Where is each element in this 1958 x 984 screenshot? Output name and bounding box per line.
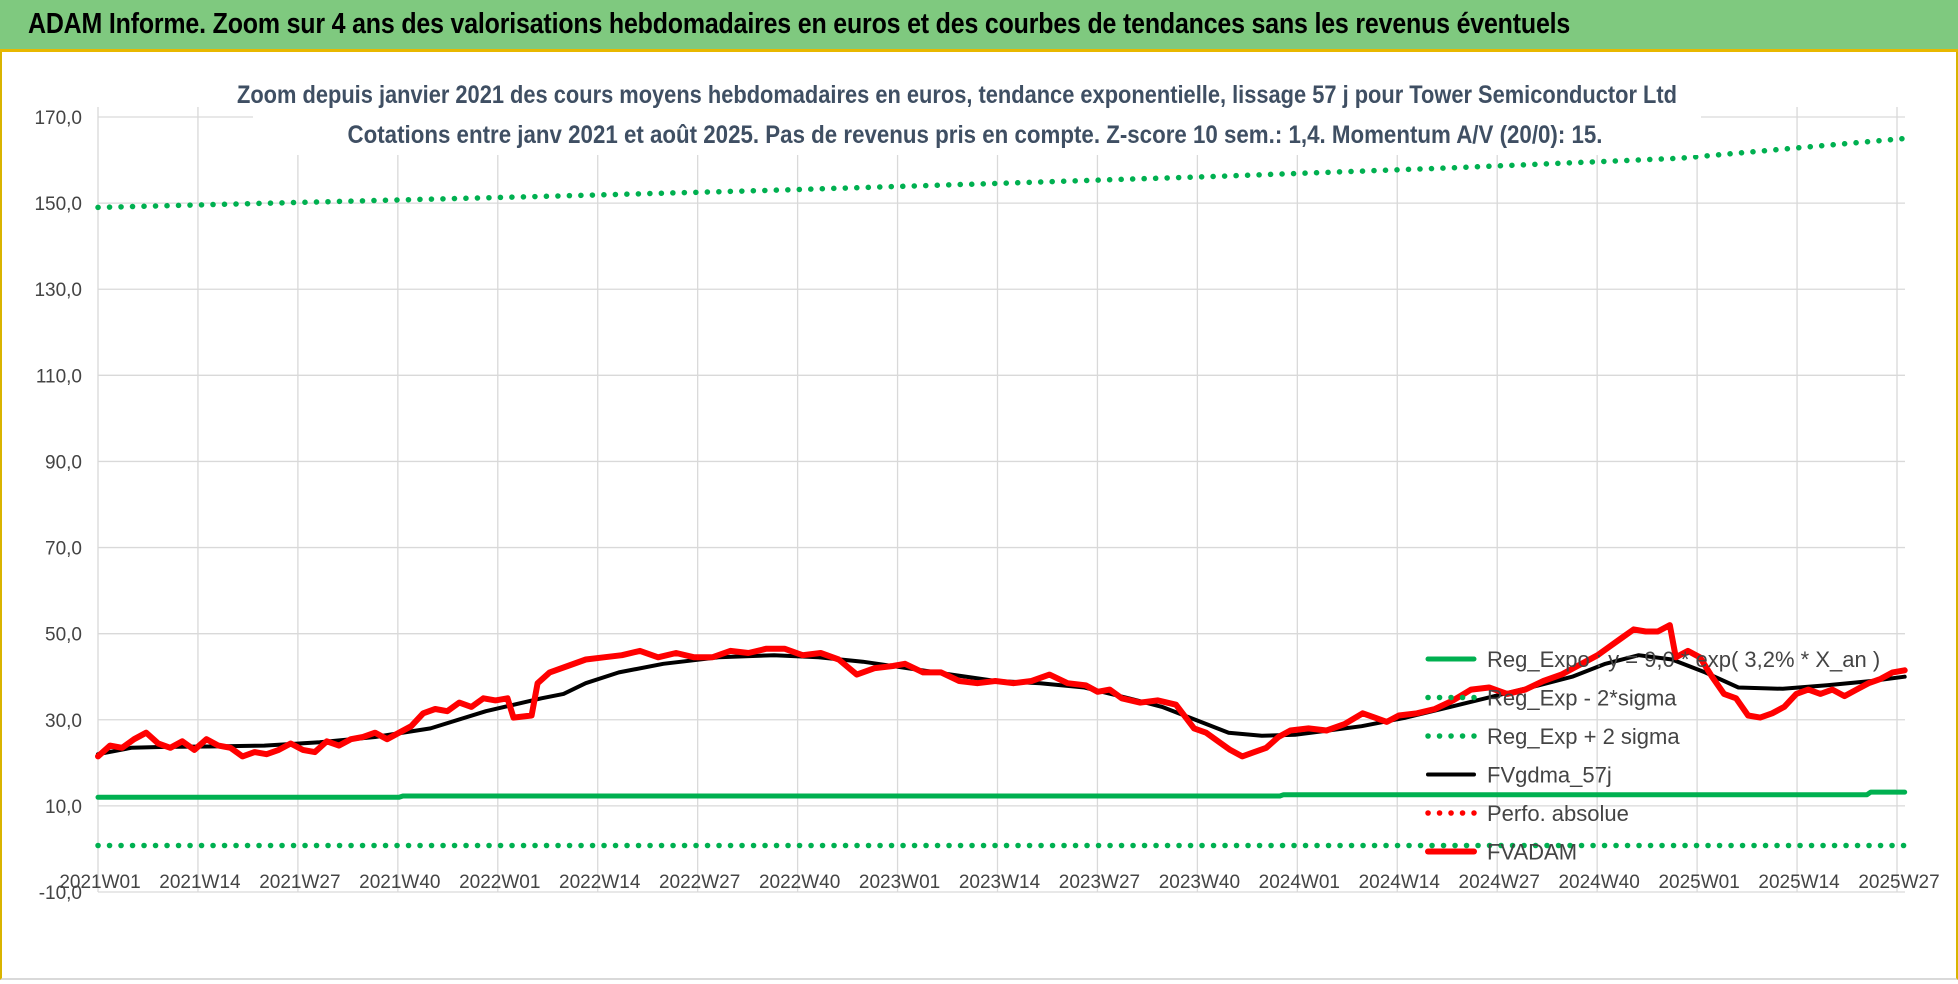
y-tick-label: 110,0 — [36, 366, 82, 387]
legend-label: Reg_Expo : y = 9,0 * exp( 3,2% * X_an ) — [1487, 647, 1880, 672]
series-layer — [95, 135, 1908, 849]
x-tick-label: 2023W14 — [959, 872, 1041, 893]
y-tick-label: 10,0 — [45, 797, 82, 818]
x-tick-label: 2021W01 — [59, 872, 140, 893]
legend: Reg_Expo : y = 9,0 * exp( 3,2% * X_an ) R… — [1425, 647, 1880, 865]
legend-label: Perfo. absolue — [1487, 801, 1629, 826]
tick-layer: 170,0 150,0 130,0 110,0 90,0 70,0 50,0 30,0 10,0… — [34, 108, 1939, 904]
x-tick-label: 2025W27 — [1858, 872, 1939, 893]
y-tick-label: 30,0 — [45, 711, 82, 732]
x-tick-label: 2024W14 — [1359, 872, 1441, 893]
chart-subtitle: Cotations entre janv 2021 et août 2025. … — [348, 121, 1603, 149]
x-tick-label: 2025W14 — [1758, 872, 1840, 893]
y-tick-label: 50,0 — [45, 625, 82, 646]
y-tick-label: 70,0 — [45, 539, 82, 560]
x-tick-label: 2022W01 — [459, 872, 540, 893]
x-tick-label: 2022W40 — [759, 872, 840, 893]
x-tick-label: 2024W27 — [1459, 872, 1540, 893]
legend-label: FVADAM — [1487, 840, 1577, 865]
legend-label: Reg_Exp - 2*sigma — [1487, 686, 1677, 711]
chart-frame — [0, 52, 1958, 980]
y-tick-label: 150,0 — [34, 194, 82, 215]
y-tick-label: 170,0 — [34, 108, 82, 129]
y-tick-label: 130,0 — [34, 280, 82, 301]
x-tick-label: 2021W14 — [159, 872, 241, 893]
x-tick-label: 2025W01 — [1658, 872, 1739, 893]
x-tick-label: 2021W40 — [359, 872, 440, 893]
x-tick-label: 2023W01 — [859, 872, 940, 893]
page-title: ADAM Informe. Zoom sur 4 ans des valoris… — [28, 8, 1571, 40]
x-tick-label: 2022W27 — [659, 872, 740, 893]
x-tick-label: 2023W27 — [1059, 872, 1140, 893]
x-tick-label: 2021W27 — [259, 872, 340, 893]
series-line-0 — [95, 789, 1908, 800]
x-tick-label: 2022W14 — [559, 872, 641, 893]
y-tick-label: -10,0 — [39, 883, 82, 904]
title-banner: ADAM Informe. Zoom sur 4 ans des valoris… — [0, 0, 1958, 52]
chart-title: Zoom depuis janvier 2021 des cours moyen… — [237, 81, 1677, 109]
series-line-5 — [95, 622, 1908, 760]
x-tick-label: 2024W01 — [1259, 872, 1340, 893]
grid-layer — [97, 107, 1905, 893]
legend-label: Reg_Exp + 2 sigma — [1487, 724, 1680, 749]
x-tick-label: 2024W40 — [1558, 872, 1639, 893]
x-tick-label: 2023W40 — [1159, 872, 1240, 893]
title-background — [253, 76, 1701, 155]
legend-label: FVgdma_57j — [1487, 763, 1612, 788]
series-line-2 — [95, 135, 1908, 211]
y-tick-label: 90,0 — [45, 452, 82, 473]
